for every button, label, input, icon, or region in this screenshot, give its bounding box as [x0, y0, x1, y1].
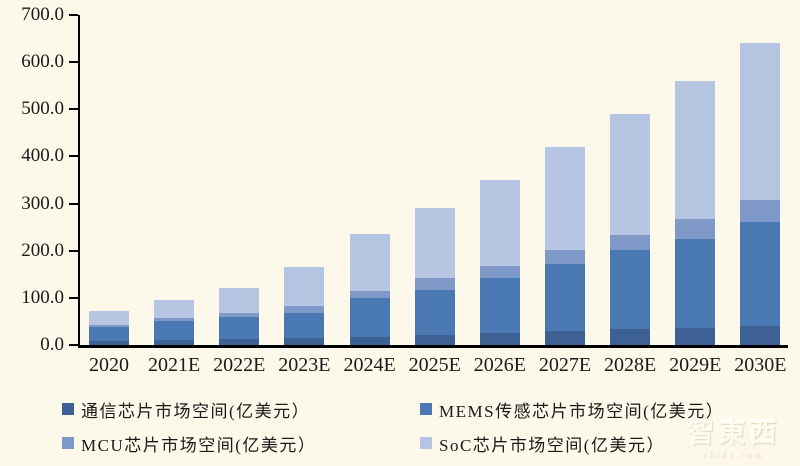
bar-segment — [544, 264, 585, 331]
bar-segment — [284, 337, 325, 345]
bar-segment — [544, 147, 585, 251]
bar-segment — [610, 329, 651, 345]
bar-2027E — [544, 147, 585, 345]
y-axis-tick — [69, 202, 78, 205]
x-axis-label-2022E: 2022E — [213, 354, 266, 376]
y-axis-tick-label: 700.0 — [21, 4, 64, 25]
y-axis-tick — [69, 108, 78, 111]
bar-segment — [154, 317, 195, 321]
bar-segment — [479, 266, 520, 279]
bar-segment — [675, 218, 716, 239]
legend-item: SoC芯片市场空间(亿美元） — [420, 432, 724, 455]
bar-segment — [349, 234, 390, 291]
bar-2020 — [89, 311, 129, 345]
y-axis-tick — [69, 296, 78, 299]
bar-segment — [154, 320, 195, 340]
y-axis-tick-label: 500.0 — [21, 98, 64, 120]
y-axis-tick — [69, 155, 78, 158]
legend-label: MEMS传感芯片市场空间(亿美元） — [439, 401, 725, 421]
x-axis-label-2030E: 2030E — [734, 354, 787, 376]
x-axis-label-2025E: 2025E — [408, 354, 461, 376]
bar-segment — [740, 200, 781, 223]
bar-2030E — [740, 43, 781, 345]
bar-segment — [675, 238, 716, 328]
y-axis-tick — [69, 61, 78, 64]
bar-segment — [154, 339, 195, 345]
x-axis-label-2021E: 2021E — [148, 354, 201, 376]
x-axis-label-2020: 2020 — [89, 354, 129, 376]
bar-segment — [219, 338, 260, 345]
bar-segment — [610, 235, 651, 251]
bar-segment — [740, 222, 781, 326]
legend-item: 通信芯片市场空间(亿美元） — [62, 398, 420, 421]
legend-item: MCU芯片市场空间(亿美元） — [62, 432, 420, 455]
bar-segment — [219, 316, 260, 339]
bar-segment — [349, 297, 390, 337]
legend-item: MEMS传感芯片市场空间(亿美元） — [420, 398, 725, 421]
bar-segment — [414, 278, 455, 291]
bar-segment — [479, 332, 520, 345]
bars-layer — [80, 15, 788, 345]
bar-2022E — [219, 287, 260, 345]
bar-2028E — [610, 114, 651, 345]
bar-2023E — [284, 267, 325, 345]
bar-segment — [414, 208, 455, 279]
x-axis-label-2028E: 2028E — [604, 354, 657, 376]
bar-segment — [284, 267, 325, 307]
bar-segment — [675, 327, 716, 345]
bar-segment — [740, 325, 781, 345]
y-axis-tick-label: 200.0 — [21, 239, 64, 261]
legend-label: SoC芯片市场空间(亿美元） — [439, 435, 665, 455]
bar-segment — [89, 325, 129, 328]
bar-segment — [479, 278, 520, 333]
bar-2021E — [154, 300, 195, 345]
y-axis-tick-label: 600.0 — [21, 51, 64, 73]
y-axis-tick — [69, 249, 78, 252]
bar-segment — [610, 114, 651, 236]
legend-swatch-icon — [62, 403, 74, 415]
bar-segment — [349, 290, 390, 298]
bar-2025E — [414, 208, 455, 345]
x-axis-label-2023E: 2023E — [278, 354, 331, 376]
bar-2024E — [349, 234, 390, 345]
y-axis-tick — [69, 14, 78, 16]
bar-segment — [544, 250, 585, 265]
legend-swatch-icon — [420, 403, 432, 415]
bar-segment — [479, 179, 520, 267]
bar-segment — [284, 306, 325, 313]
bar-segment — [349, 336, 390, 345]
y-axis-tick-label: 100.0 — [21, 286, 64, 308]
legend-swatch-icon — [62, 437, 74, 449]
bar-segment — [414, 290, 455, 335]
bar-2029E — [675, 81, 716, 345]
bar-segment — [89, 327, 129, 342]
x-axis-label-2024E: 2024E — [343, 354, 396, 376]
bar-segment — [414, 334, 455, 345]
x-axis-label-2027E: 2027E — [538, 354, 592, 376]
y-axis-tick-label: 0.0 — [40, 334, 64, 355]
legend-swatch-icon — [420, 437, 432, 449]
bar-segment — [610, 250, 651, 329]
x-axis-label-2026E: 2026E — [473, 354, 526, 376]
bar-segment — [740, 43, 781, 201]
bar-2026E — [479, 179, 520, 345]
y-axis-tick — [69, 344, 78, 346]
legend-label: MCU芯片市场空间(亿美元） — [81, 435, 317, 455]
bar-segment — [284, 312, 325, 338]
bar-segment — [89, 311, 129, 326]
bar-segment — [154, 300, 195, 318]
legend-label: 通信芯片市场空间(亿美元） — [81, 401, 311, 421]
bar-segment — [675, 81, 716, 219]
legend: 通信芯片市场空间(亿美元） MCU芯片市场空间(亿美元） MEMS传感芯片市场空间(… — [62, 398, 725, 455]
y-axis-tick-label: 400.0 — [21, 145, 64, 167]
plot-area — [78, 15, 788, 348]
bar-segment — [89, 341, 129, 345]
bar-segment — [544, 330, 585, 345]
y-axis-tick-label: 300.0 — [21, 192, 64, 214]
bar-segment — [219, 312, 260, 317]
x-axis-label-2029E: 2029E — [669, 354, 722, 376]
bar-segment — [219, 287, 260, 313]
